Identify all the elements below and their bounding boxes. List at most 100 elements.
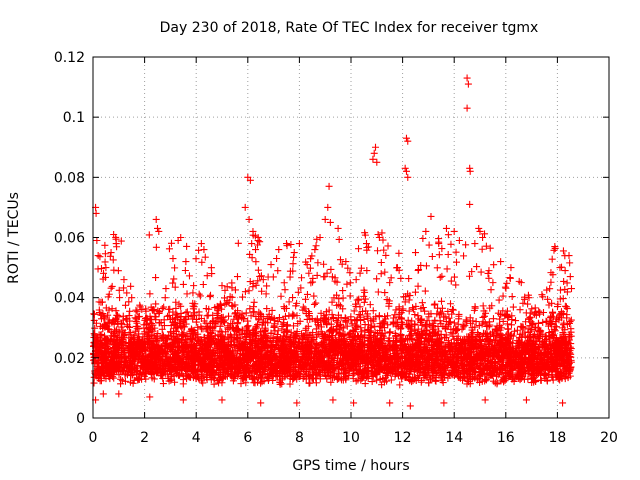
data-point — [135, 330, 143, 338]
data-point — [561, 267, 569, 275]
data-point — [287, 328, 295, 336]
data-point — [414, 266, 422, 274]
data-point — [464, 80, 472, 88]
data-point — [102, 264, 110, 272]
data-point — [131, 314, 139, 322]
data-point — [414, 312, 422, 320]
data-point — [197, 240, 205, 248]
data-point — [414, 325, 422, 333]
data-point — [248, 240, 256, 248]
data-point — [310, 292, 318, 300]
data-point — [547, 278, 555, 286]
data-point — [474, 329, 482, 337]
data-point — [362, 307, 370, 315]
data-point — [449, 306, 457, 314]
data-point — [234, 239, 242, 247]
data-point — [311, 246, 319, 254]
data-point — [201, 253, 209, 261]
data-point — [528, 326, 536, 334]
data-point — [396, 337, 404, 345]
data-point — [401, 298, 409, 306]
data-point — [421, 307, 429, 315]
data-point — [246, 176, 254, 184]
data-point — [263, 282, 271, 290]
data-point — [99, 390, 107, 398]
data-point — [102, 335, 110, 343]
data-point — [490, 261, 498, 269]
data-point — [422, 227, 430, 235]
data-point — [478, 245, 486, 253]
data-point — [411, 288, 419, 296]
data-point — [158, 325, 166, 333]
data-point — [443, 265, 451, 273]
data-point — [241, 203, 249, 211]
data-point — [463, 104, 471, 112]
data-point — [167, 239, 175, 247]
data-point — [316, 234, 324, 241]
data-point — [252, 281, 260, 289]
data-point — [181, 266, 189, 274]
data-point — [295, 240, 303, 248]
data-point — [127, 282, 135, 290]
data-point — [546, 285, 554, 293]
data-point — [106, 252, 114, 260]
data-point — [395, 303, 403, 311]
data-point — [495, 296, 503, 304]
data-point — [411, 311, 419, 319]
data-point — [108, 305, 116, 313]
data-point — [355, 245, 363, 253]
data-point — [480, 312, 488, 320]
data-point — [305, 307, 313, 315]
data-point — [287, 241, 295, 249]
data-point — [378, 381, 386, 389]
data-point — [298, 274, 306, 282]
data-point — [512, 317, 520, 325]
data-point — [179, 280, 187, 288]
data-point — [357, 264, 365, 272]
data-point — [549, 271, 557, 279]
data-point — [377, 270, 385, 278]
data-point — [325, 182, 333, 190]
data-point — [488, 302, 496, 310]
data-point — [544, 295, 552, 303]
data-point — [278, 325, 286, 333]
data-point — [290, 249, 298, 257]
data-point — [210, 380, 218, 388]
data-point — [373, 158, 381, 166]
data-point — [335, 235, 343, 243]
data-point — [395, 249, 403, 257]
data-point — [567, 285, 575, 293]
data-point — [301, 305, 309, 313]
data-point — [259, 276, 267, 284]
data-point — [387, 376, 395, 384]
data-point — [274, 318, 282, 326]
data-point — [120, 284, 128, 292]
data-point — [561, 252, 569, 260]
data-point — [254, 266, 262, 274]
data-point — [258, 287, 266, 295]
data-point — [278, 343, 286, 351]
data-point — [183, 242, 191, 250]
data-point — [194, 323, 202, 331]
data-point — [302, 324, 310, 332]
data-point — [447, 240, 455, 248]
data-point — [207, 264, 215, 272]
data-point — [348, 320, 356, 328]
data-point — [566, 318, 574, 326]
data-point — [116, 294, 124, 302]
data-point — [313, 235, 321, 243]
data-point — [263, 305, 271, 313]
data-point — [363, 312, 371, 320]
data-point — [233, 273, 241, 281]
data-point — [437, 297, 445, 305]
data-point — [310, 300, 318, 308]
data-point — [376, 376, 384, 384]
data-point — [450, 319, 458, 327]
data-point — [195, 246, 203, 254]
data-point — [414, 282, 422, 290]
data-point — [146, 393, 154, 401]
data-point — [200, 246, 208, 254]
data-point — [302, 258, 310, 266]
data-point — [481, 396, 489, 404]
